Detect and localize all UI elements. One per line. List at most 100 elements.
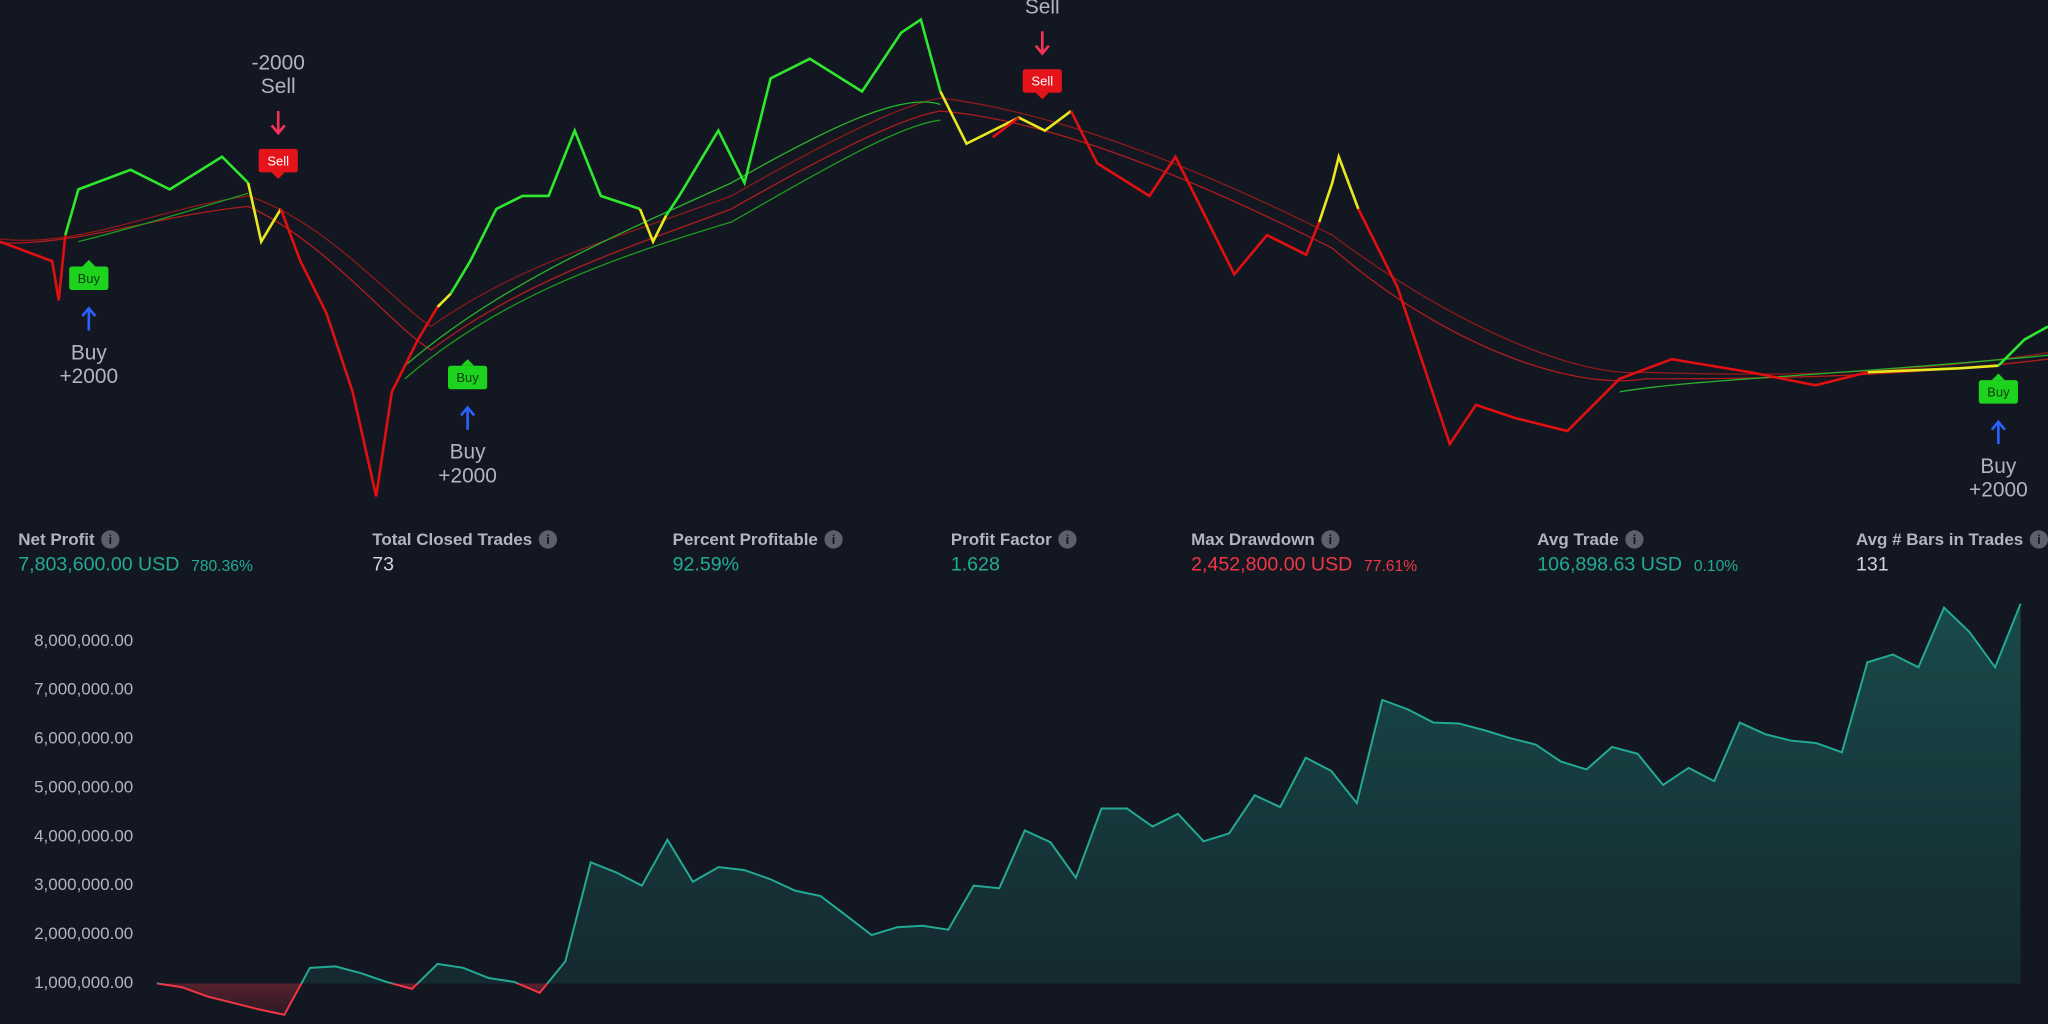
badge-pointer: [1991, 373, 2005, 381]
badge-text: Sell: [1031, 74, 1053, 89]
signal-badge: [448, 365, 488, 390]
y-tick-label: 3,000,000.00: [34, 875, 133, 894]
stat-percent: 77.61%: [1364, 558, 1417, 575]
info-glyph: i: [109, 532, 113, 547]
price-segment: [638, 208, 668, 245]
price-segment: [0, 234, 67, 301]
stat-value: 7,803,600.00 USD: [18, 554, 179, 576]
price-segment: [279, 208, 439, 497]
y-tick-label: 5,000,000.00: [34, 777, 133, 796]
info-icon: [2029, 530, 2048, 549]
y-tick-label: 4,000,000.00: [34, 826, 133, 845]
y-tick-label: 8,000,000.00: [34, 631, 133, 650]
info-glyph: i: [1633, 532, 1637, 547]
signal-arrowhead: [1990, 419, 2006, 431]
badge-text: Sell: [267, 153, 289, 168]
signal-action: Buy: [71, 341, 108, 364]
signal-arrowhead: [460, 405, 476, 417]
y-tick-label: 7,000,000.00: [34, 680, 133, 699]
equity-line: [156, 603, 2022, 1016]
ma-line: [1619, 354, 2048, 393]
equity-area: [156, 603, 2021, 1015]
signal-badge: [258, 148, 298, 173]
signal-badge: [1978, 380, 2018, 404]
price-segment: [665, 17, 942, 217]
info-glyph: i: [832, 532, 836, 547]
signal-badge: [1022, 69, 1062, 93]
badge-pointer: [82, 259, 96, 267]
y-tick-label: 1,000,000.00: [34, 973, 133, 992]
badge-pointer: [461, 359, 475, 366]
ma-line: [0, 110, 2048, 382]
stat-percent: 780.36%: [191, 558, 253, 575]
price-segment: [64, 155, 250, 236]
ma-line: [404, 101, 941, 367]
info-glyph: i: [1066, 532, 1070, 547]
y-tick-label: 2,000,000.00: [34, 924, 133, 943]
info-icon: [824, 530, 843, 549]
badge-pointer: [271, 172, 285, 179]
stat-percent: 0.10%: [1694, 558, 1738, 575]
signal-qty: +2000: [59, 365, 118, 388]
price-segment: [1357, 208, 1869, 448]
stat-label: Max Drawdown: [1191, 530, 1315, 549]
stat-value: 1.628: [951, 554, 1000, 576]
info-glyph: i: [2037, 532, 2041, 547]
signal-action: Sell: [1025, 0, 1060, 18]
badge-text: Buy: [1987, 385, 2010, 400]
equity-chart: 1,000,000.00 2,000,000.00 3,000,000.00 4,00…: [34, 603, 2022, 1016]
stat-label: Profit Factor: [951, 530, 1052, 549]
stat-label: Avg # Bars in Trades: [1856, 530, 2023, 549]
badge-pointer: [1035, 92, 1049, 100]
performance-summary: Net Profit i 7,803,600.00 USD 780.36% Total …: [18, 530, 2048, 576]
stat: Max Drawdown i 2,452,800.00 USD 77.61%: [1191, 530, 1417, 576]
price-segment: [1317, 152, 1360, 223]
info-icon: [1058, 530, 1077, 549]
signal-action: Buy: [450, 441, 487, 464]
signal-badge: [69, 266, 109, 290]
stat: Net Profit i 7,803,600.00 USD 780.36%: [18, 530, 253, 576]
signal-action: Buy: [1980, 455, 2017, 478]
info-icon: [538, 530, 558, 549]
stat-value: 92.59%: [673, 554, 739, 576]
price-segment: [1997, 325, 2048, 367]
signal-arrowhead: [1034, 44, 1050, 56]
price-segment: [436, 292, 452, 308]
ma-ribbon: [0, 97, 2048, 393]
stat-label: Total Closed Trades: [372, 530, 532, 549]
signal-arrowhead: [81, 306, 97, 317]
signal-arrowhead: [270, 124, 286, 136]
ma-line: [0, 97, 2048, 375]
info-icon: [1321, 530, 1340, 549]
price-segment: [246, 182, 282, 246]
trade-signals: BuyBuy+2000Sell-2000SellBuyBuy+2000Sell-…: [59, 0, 2027, 502]
stat: Percent Profitable i 92.59%: [673, 530, 843, 576]
stat: Avg Trade i 106,898.63 USD 0.10%: [1537, 530, 1738, 576]
stat-value: 73: [372, 554, 394, 576]
price-segment: [1069, 110, 1321, 277]
signal-qty: +2000: [438, 464, 497, 487]
stat-label: Avg Trade: [1537, 530, 1618, 549]
price-segment: [1867, 364, 1999, 374]
ma-line: [78, 192, 249, 243]
stat: Total Closed Trades i 73: [372, 530, 558, 576]
price-segment: [991, 116, 1020, 139]
stat: Avg # Bars in Trades i 131: [1856, 530, 2048, 576]
stat-value: 131: [1856, 554, 1889, 576]
info-glyph: i: [1329, 532, 1333, 547]
stat-value: 2,452,800.00 USD: [1191, 554, 1352, 576]
badge-text: Buy: [456, 370, 479, 385]
info-icon: [1625, 530, 1644, 549]
y-tick-label: 6,000,000.00: [34, 729, 133, 748]
stat-value: 106,898.63 USD: [1537, 554, 1682, 576]
info-icon: [101, 530, 120, 549]
price-segment: [449, 127, 641, 295]
